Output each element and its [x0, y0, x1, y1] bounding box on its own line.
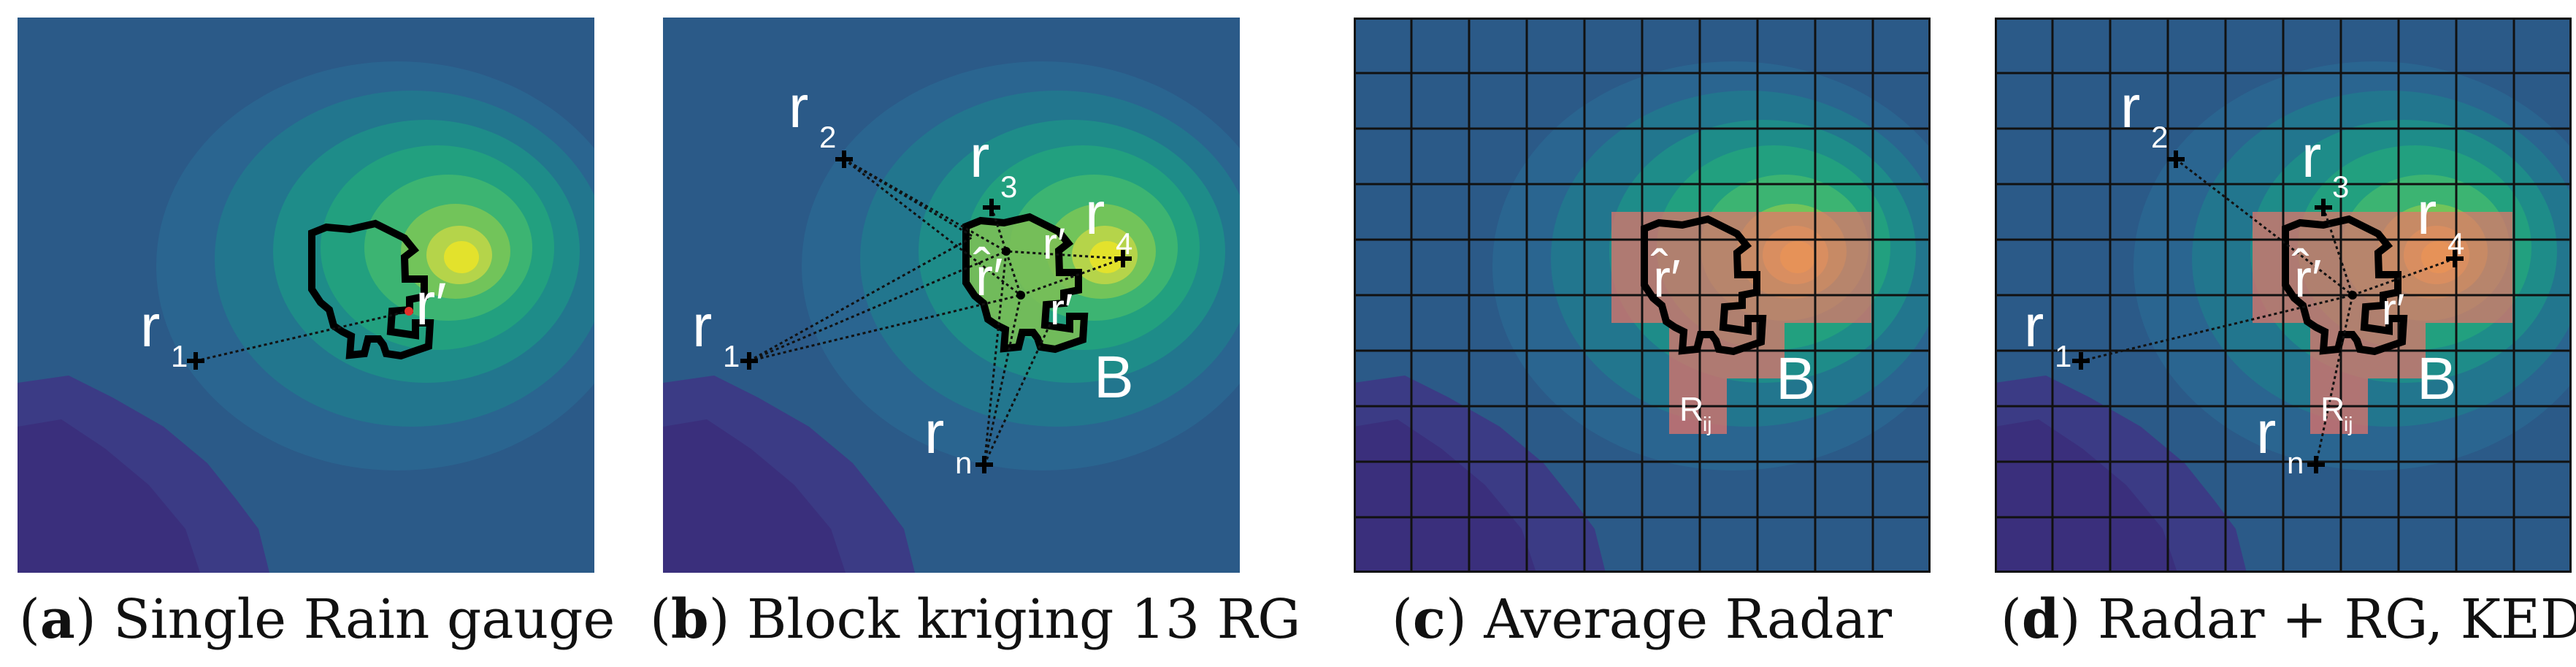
label-rn-sub: n — [2287, 446, 2304, 480]
label-r1: r — [2024, 293, 2044, 359]
label-r2-sub: 2 — [2151, 120, 2168, 154]
caption-d: (d) Radar + RG, KED — [2001, 588, 2576, 651]
label-r-prime-b: r′ — [1050, 285, 1073, 334]
label-r-prime: r′ — [2382, 285, 2404, 334]
label-radar-cell-sub: ij — [1703, 413, 1711, 435]
label-rn: r — [2256, 400, 2276, 466]
label-r4: r — [2417, 180, 2437, 247]
panel-a: r 1 r′ — [18, 18, 594, 573]
label-r4-sub: 4 — [2447, 226, 2464, 261]
label-r2-sub: 2 — [819, 120, 836, 154]
gauge-markers — [740, 150, 1132, 473]
label-r1-sub: 1 — [171, 339, 188, 373]
gauge-marker-r1 — [187, 352, 204, 370]
caption-b: (b) Block kriging 13 RG — [650, 588, 1301, 651]
label-block-B: B — [1094, 344, 1134, 411]
label-r2: r — [789, 74, 808, 140]
label-r-prime: r′ — [415, 271, 447, 338]
gauge-markers — [2072, 150, 2464, 473]
label-r-hat-prime: r̂′ — [973, 246, 1003, 307]
panel-a-map: r 1 r′ — [18, 18, 594, 573]
label-radar-cell: R — [2320, 390, 2345, 428]
panel-d-map: r 1 r 2 r 3 r 4 r n r̂′ r′ B R ij — [1995, 18, 2572, 573]
label-r3-sub: 3 — [1000, 169, 1017, 204]
label-block-B: B — [2417, 346, 2457, 412]
label-radar-cell-sub: ij — [2344, 413, 2353, 435]
label-r1: r — [140, 293, 160, 359]
label-rn: r — [924, 400, 944, 466]
panel-c: r̂′ B R ij — [1354, 18, 1931, 573]
label-r1: r — [692, 293, 712, 359]
panel-b: r 1 r 2 r 3 r 4 r n r̂′ r′ r′ B — [663, 18, 1240, 573]
label-r3-sub: 3 — [2332, 169, 2349, 204]
panel-c-map: r̂′ B R ij — [1354, 18, 1931, 573]
label-radar-cell: R — [1679, 390, 1703, 428]
label-r1-sub: 1 — [723, 339, 740, 373]
caption-a: (a) Single Rain gauge — [19, 588, 616, 651]
panel-b-map: r 1 r 2 r 3 r 4 r n r̂′ r′ r′ B — [663, 18, 1240, 573]
label-r2: r — [2120, 74, 2140, 140]
label-r-hat-prime: r̂′ — [1650, 248, 1680, 308]
centroid-marker — [405, 307, 413, 316]
label-block-B: B — [1776, 346, 1816, 412]
label-r4-sub: 4 — [1116, 226, 1132, 261]
label-r-hat-prime: r̂′ — [2291, 248, 2321, 308]
panel-d: r 1 r 2 r 3 r 4 r n r̂′ r′ B R ij — [1995, 18, 2572, 573]
label-r3: r — [970, 123, 989, 190]
label-r3: r — [2301, 123, 2321, 190]
caption-c: (c) Average Radar — [1392, 588, 1892, 651]
label-r-prime-a: r′ — [1043, 219, 1065, 268]
label-r4: r — [1085, 180, 1105, 247]
label-r1-sub: 1 — [2055, 339, 2071, 373]
label-rn-sub: n — [955, 446, 972, 480]
